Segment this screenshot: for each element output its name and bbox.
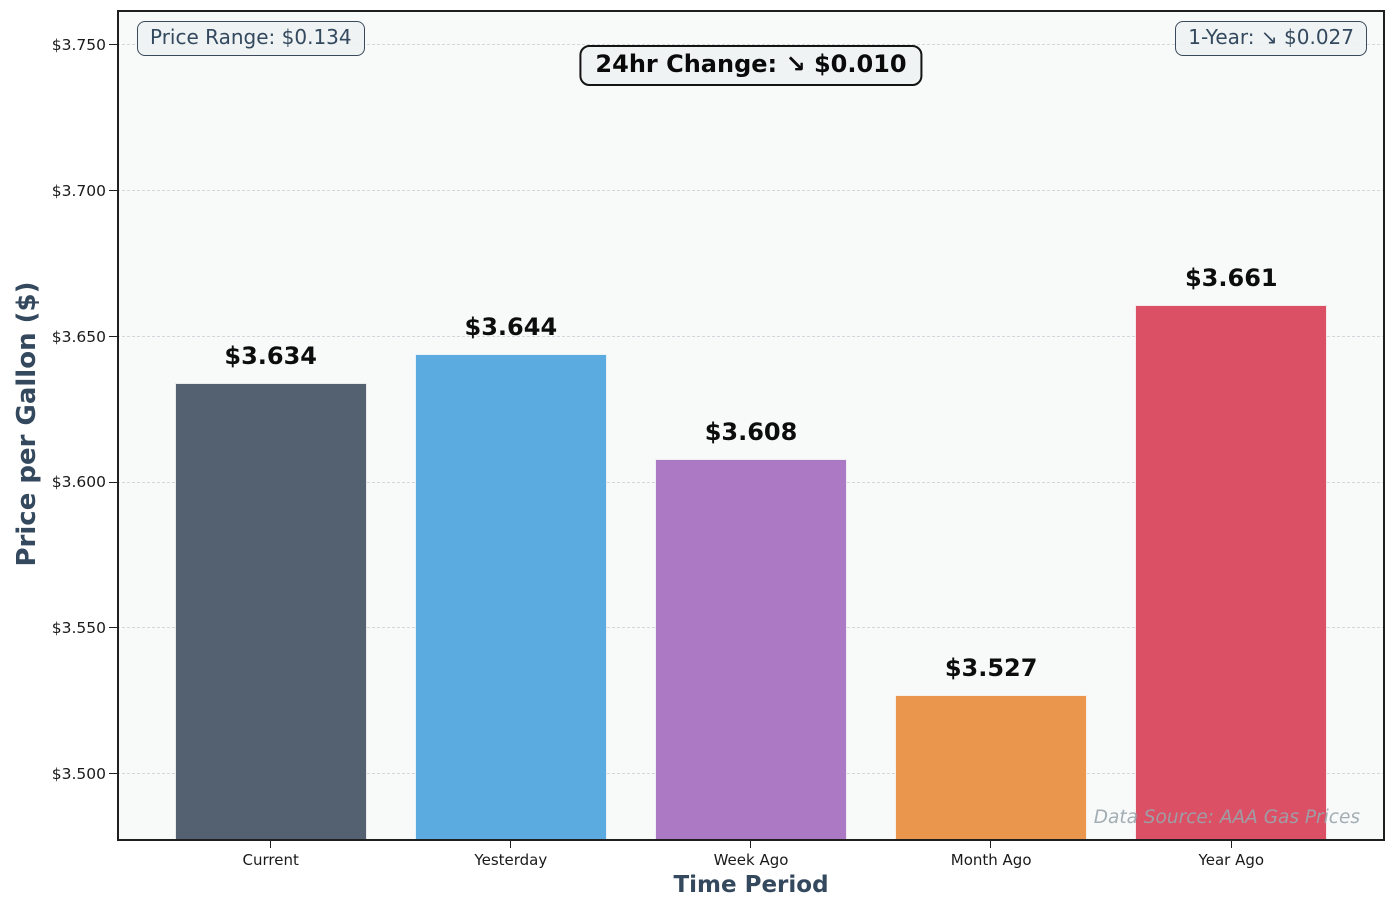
x-tick-mark xyxy=(269,841,271,848)
plot-area: Data Source: AAA Gas Prices $3.634 $3.644… xyxy=(117,10,1385,841)
one-year-annotation: 1-Year: ↘ $0.027 xyxy=(1175,21,1367,56)
bar-value-label: $3.644 xyxy=(464,313,558,342)
bar-month-ago xyxy=(895,695,1088,841)
y-tick-label: $3.650 xyxy=(51,327,106,346)
bar-current xyxy=(174,383,367,841)
bar-value-label: $3.608 xyxy=(704,418,798,447)
y-tick-label: $3.600 xyxy=(51,473,106,492)
data-source-note: Data Source: AAA Gas Prices xyxy=(1093,807,1360,828)
y-tick-label: $3.700 xyxy=(51,181,106,200)
y-axis-title: Price per Gallon ($) xyxy=(12,281,42,567)
bar-year-ago xyxy=(1135,304,1328,841)
x-tick-mark xyxy=(990,841,992,848)
x-tick-label: Yesterday xyxy=(474,851,548,869)
change-24hr-annotation: 24hr Change: ↘ $0.010 xyxy=(579,45,923,86)
y-tick-label: $3.500 xyxy=(51,764,106,783)
x-tick-label: Current xyxy=(242,851,299,869)
y-tick-mark xyxy=(109,44,117,46)
y-gridline xyxy=(117,189,1385,191)
y-tick-mark xyxy=(109,481,117,483)
bar-value-label: $3.634 xyxy=(224,342,317,371)
bar-value-label: $3.527 xyxy=(944,654,1038,683)
x-tick-label: Week Ago xyxy=(713,851,789,869)
bar-week-ago xyxy=(654,459,848,841)
x-axis-title: Time Period xyxy=(673,872,829,898)
y-tick-mark xyxy=(109,773,117,775)
y-tick-label: $3.550 xyxy=(51,619,106,638)
y-tick-mark xyxy=(109,335,117,337)
y-gridline xyxy=(117,335,1385,337)
y-gridline xyxy=(117,44,1385,46)
x-tick-mark xyxy=(510,841,512,848)
x-tick-label: Year Ago xyxy=(1198,851,1265,869)
x-tick-mark xyxy=(750,841,752,848)
price-range-annotation: Price Range: $0.134 xyxy=(137,21,365,56)
y-tick-mark xyxy=(109,189,117,191)
bar-yesterday xyxy=(414,354,607,841)
x-tick-label: Month Ago xyxy=(950,851,1032,869)
y-tick-mark xyxy=(109,627,117,629)
bar-value-label: $3.661 xyxy=(1184,263,1278,292)
x-tick-mark xyxy=(1230,841,1232,848)
y-tick-label: $3.750 xyxy=(51,35,106,54)
